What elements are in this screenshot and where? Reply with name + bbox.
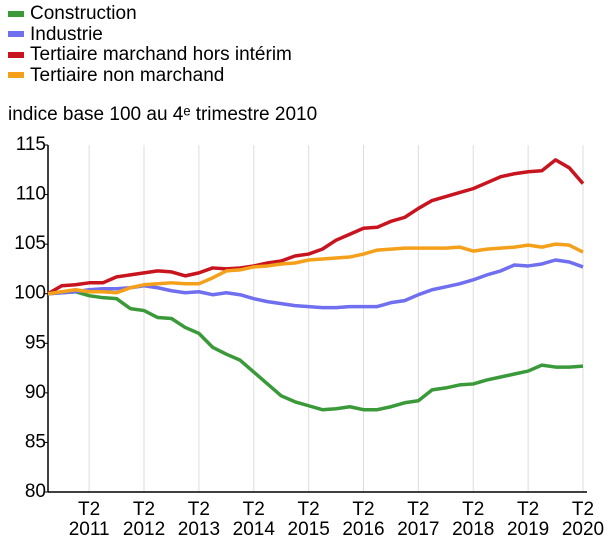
y-tick-label: 100 [14, 283, 46, 304]
x-tick-label: T2 2018 [452, 499, 495, 540]
legend-item: Tertiaire non marchand [8, 64, 225, 86]
legend-label: Construction [30, 3, 137, 24]
legend-label: Tertiaire marchand hors intérim [30, 44, 292, 65]
y-tick-label: 85 [25, 431, 46, 452]
x-tick-label: T2 2019 [506, 499, 550, 540]
legend-label: Industrie [30, 23, 103, 45]
legend-item: Tertiaire marchand hors intérim [8, 45, 292, 65]
x-tick-label: T2 2013 [177, 499, 221, 540]
legend-swatch [8, 10, 24, 17]
x-tick-label: T2 2014 [232, 499, 275, 540]
subtitle: indice base 100 au 4ᵉ trimestre 2010 [8, 104, 318, 125]
series-line [47, 289, 584, 412]
y-tick-label: 115 [16, 134, 46, 155]
legend-swatch [8, 72, 24, 79]
series-line [47, 242, 584, 296]
legend-swatch [8, 51, 24, 58]
x-tick-label: T2 2012 [122, 499, 166, 540]
series-line [47, 158, 585, 296]
y-tick-label: 90 [25, 382, 46, 403]
x-tick-label: T2 2016 [342, 499, 385, 540]
x-tick-label: T2 2020 [561, 499, 605, 540]
x-tick-label: T2 2011 [68, 499, 110, 540]
legend-swatch [8, 31, 24, 38]
legend-item: Industrie [8, 23, 103, 45]
series-line [47, 258, 584, 310]
legend-label: Tertiaire non marchand [30, 64, 225, 86]
x-tick-label: T2 2015 [287, 499, 330, 540]
x-tick-label: T2 2017 [397, 499, 440, 540]
y-tick-label: 105 [14, 233, 46, 254]
y-tick-label: 110 [16, 184, 46, 205]
y-tick-label: 95 [25, 332, 46, 353]
legend-item: Construction [8, 4, 137, 24]
y-tick-label: 80 [25, 481, 46, 502]
